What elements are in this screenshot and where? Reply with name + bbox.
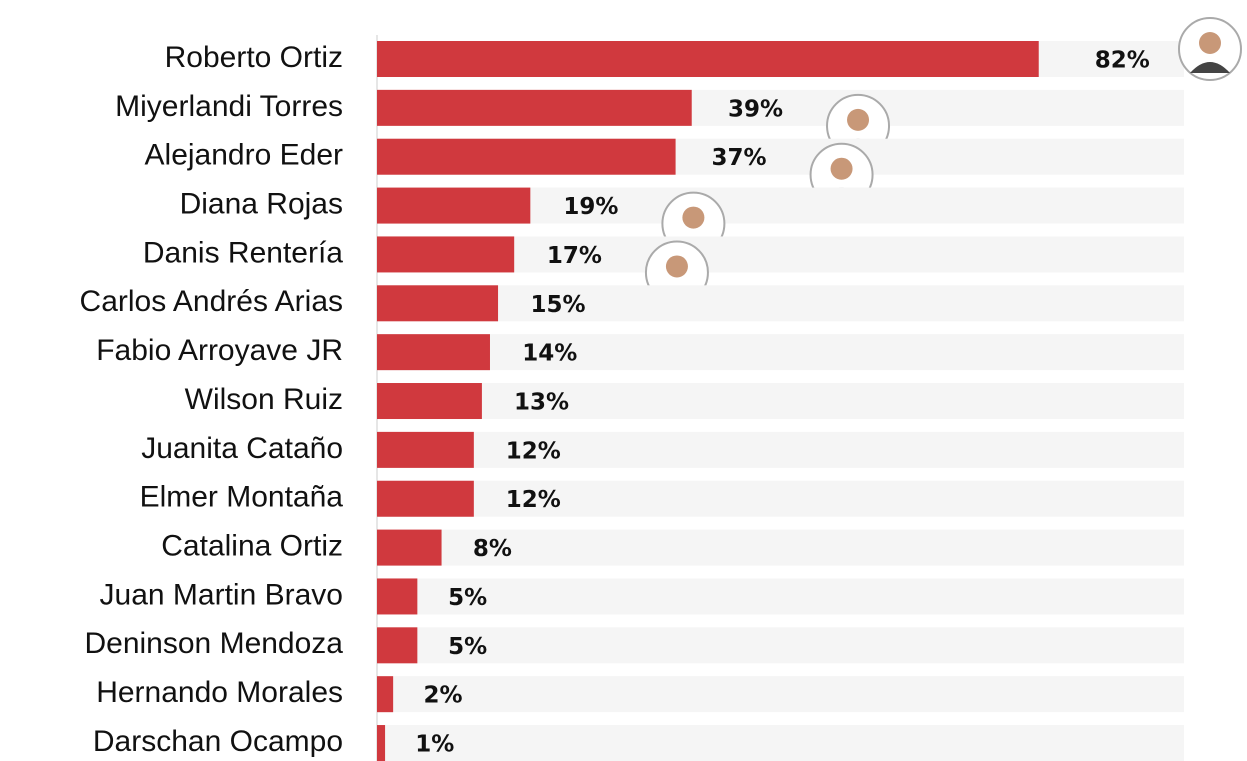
bar (377, 627, 417, 663)
category-label: Catalina Ortiz (161, 530, 343, 563)
bar-track (377, 432, 1184, 468)
bar-track (377, 725, 1184, 761)
bar-track (377, 383, 1184, 419)
bar (377, 41, 1039, 77)
value-label: 15% (530, 292, 585, 318)
category-label: Deninson Mendoza (84, 627, 343, 660)
category-label: Roberto Ortiz (165, 41, 343, 74)
bar-track (377, 676, 1184, 712)
bar (377, 578, 417, 614)
bar-track (377, 578, 1184, 614)
bar (377, 285, 498, 321)
category-label: Alejandro Eder (145, 139, 343, 172)
category-label: Fabio Arroyave JR (96, 334, 343, 367)
bar (377, 236, 514, 272)
avatar-head (682, 207, 704, 229)
value-label: 17% (547, 243, 602, 269)
value-label: 19% (563, 194, 618, 220)
category-label: Darschan Ocampo (93, 725, 343, 758)
bar (377, 432, 474, 468)
value-label: 12% (506, 438, 561, 464)
bar (377, 725, 385, 761)
value-label: 8% (473, 536, 512, 562)
category-label: Wilson Ruiz (185, 383, 343, 416)
bar-track (377, 627, 1184, 663)
category-label: Juan Martin Bravo (100, 578, 343, 611)
avatar (1179, 18, 1241, 80)
category-label: Miyerlandi Torres (115, 90, 343, 123)
value-label: 12% (506, 487, 561, 513)
bar-track (377, 334, 1184, 370)
avatar-head (1199, 32, 1221, 54)
category-label: Juanita Cataño (141, 432, 343, 465)
chart: Roberto Ortiz 82% Miyerlandi Torres 39% Alej… (0, 0, 1247, 761)
value-label: 37% (712, 145, 767, 171)
value-label: 2% (423, 683, 462, 709)
value-label: 1% (415, 732, 454, 758)
bar (377, 188, 530, 224)
avatar-head (831, 158, 853, 180)
avatar-head (666, 255, 688, 277)
value-label: 13% (514, 390, 569, 416)
bar (377, 676, 393, 712)
bar (377, 90, 692, 126)
bar (377, 139, 676, 175)
bar (377, 481, 474, 517)
category-label: Elmer Montaña (140, 481, 344, 514)
value-label: 82% (1095, 48, 1150, 74)
value-label: 14% (522, 341, 577, 367)
category-label: Carlos Andrés Arias (80, 285, 343, 318)
value-label: 39% (728, 96, 783, 122)
bar-track (377, 481, 1184, 517)
page: Roberto Ortiz 82% Miyerlandi Torres 39% Alej… (0, 0, 1247, 761)
category-label: Diana Rojas (180, 188, 343, 221)
bar (377, 383, 482, 419)
value-label: 5% (448, 585, 487, 611)
category-label: Hernando Morales (96, 676, 343, 709)
value-label: 5% (448, 634, 487, 660)
category-label: Danis Rentería (143, 236, 343, 269)
avatar-head (847, 109, 869, 131)
bar (377, 530, 442, 566)
bar (377, 334, 490, 370)
